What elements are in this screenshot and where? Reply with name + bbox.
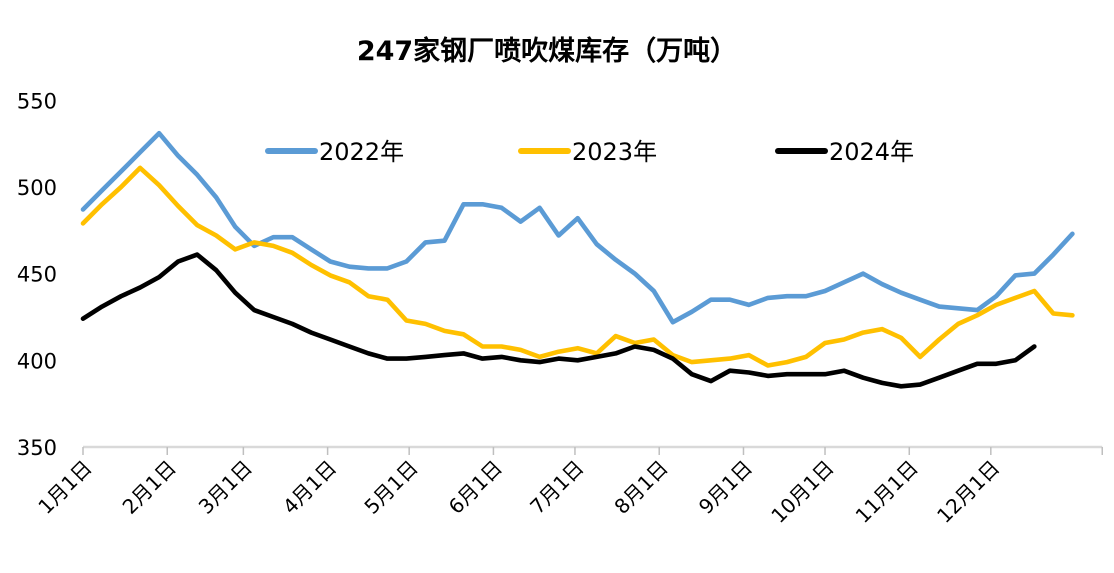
y-tick-label-450: 450 [17, 263, 57, 287]
series-line-2024年 [80, 252, 1037, 389]
y-tick-label-550: 550 [17, 89, 57, 113]
x-tick-label-8月1日: 8月1日 [609, 456, 672, 519]
legend-item-2023: 2023年 [518, 138, 657, 166]
y-tick-label-400: 400 [17, 349, 57, 373]
x-tick-label-2月1日: 2月1日 [118, 456, 181, 519]
x-tick-label-6月1日: 6月1日 [444, 456, 507, 519]
x-tick-label-9月1日: 9月1日 [694, 456, 757, 519]
x-tick-label-11月1日: 11月1日 [851, 456, 923, 528]
x-tick-label-3月1日: 3月1日 [194, 456, 257, 519]
x-tick-label-7月1日: 7月1日 [525, 456, 588, 519]
y-tick-label-500: 500 [17, 176, 57, 200]
y-tick-label-350: 350 [17, 436, 57, 460]
chart-title: 247家钢厂喷吹煤库存（万吨） [357, 35, 737, 67]
x-tick-label-4月1日: 4月1日 [278, 456, 341, 519]
x-tick-label-5月1日: 5月1日 [359, 456, 422, 519]
y-axis-labels: 350 400 450 500 550 [17, 89, 57, 460]
x-axis: 1月1日 2月1日 3月1日 4月1日 5月1日 6月1日 7月1日 8月1日 9月1日 10月1… [33, 445, 1103, 528]
x-tick-label-12月1日: 12月1日 [932, 456, 1004, 528]
x-tick-label-10月1日: 10月1日 [766, 456, 838, 528]
legend-label-2023: 2023年 [572, 138, 657, 166]
x-tick-label-1月1日: 1月1日 [33, 456, 96, 519]
data-series [80, 130, 1075, 389]
legend-item-2024: 2024年 [775, 138, 914, 166]
series-line-2022年 [80, 130, 1075, 325]
legend-item-2022: 2022年 [265, 138, 404, 166]
legend-label-2024: 2024年 [829, 138, 914, 166]
series-line-2023年 [80, 165, 1075, 368]
legend: 2022年 2023年 2024年 [265, 138, 914, 166]
legend-label-2022: 2022年 [319, 138, 404, 166]
